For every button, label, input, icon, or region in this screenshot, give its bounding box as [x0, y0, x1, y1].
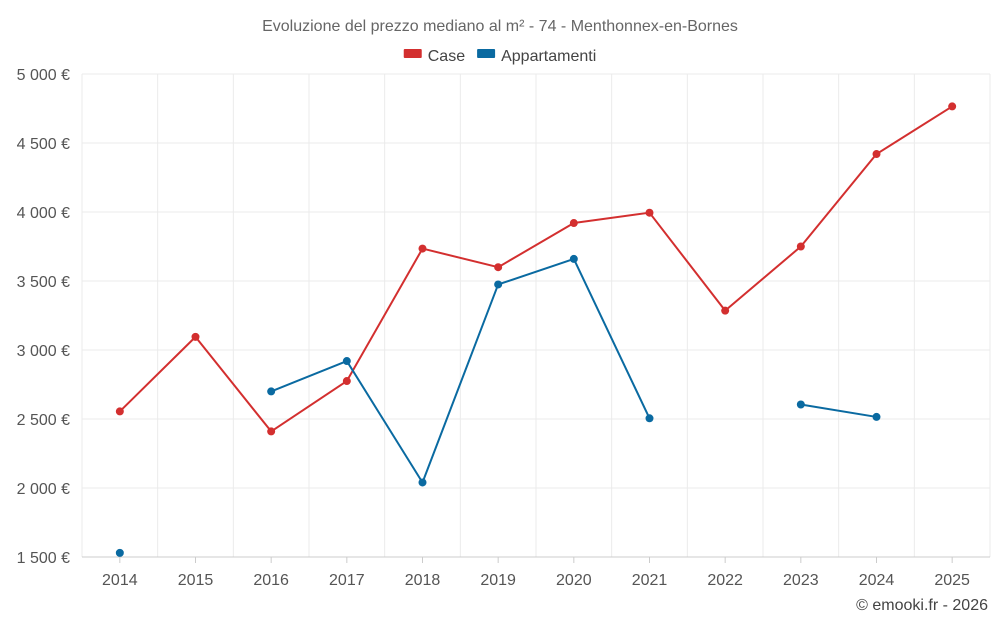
series-appartamenti	[115, 254, 881, 557]
data-point[interactable]	[115, 548, 124, 557]
data-point[interactable]	[569, 254, 578, 263]
legend[interactable]: Case Appartamenti	[403, 48, 597, 65]
y-tick-label: 1 500 €	[17, 550, 70, 567]
x-tick-label: 2023	[783, 572, 819, 589]
data-point[interactable]	[418, 244, 427, 253]
x-tick-label: 2016	[253, 572, 289, 589]
data-point[interactable]	[645, 414, 654, 423]
series-layer	[115, 102, 957, 557]
x-tick-label: 2025	[934, 572, 970, 589]
data-point[interactable]	[342, 377, 351, 386]
data-point[interactable]	[645, 208, 654, 217]
x-tick-label: 2015	[178, 572, 214, 589]
chart-title: Evoluzione del prezzo mediano al m² - 74…	[262, 18, 738, 35]
legend-label: Appartamenti	[501, 48, 596, 65]
y-tick-label: 3 500 €	[17, 274, 70, 291]
legend-item-appartamenti[interactable]: Appartamenti	[477, 48, 596, 65]
data-point[interactable]	[948, 102, 957, 111]
x-tick-label: 2019	[480, 572, 516, 589]
data-point[interactable]	[342, 357, 351, 366]
y-tick-label: 4 000 €	[17, 205, 70, 222]
legend-item-case[interactable]: Case	[403, 48, 465, 65]
y-tick-label: 2 000 €	[17, 481, 70, 498]
data-point[interactable]	[267, 427, 276, 436]
data-point[interactable]	[872, 150, 881, 159]
data-point[interactable]	[267, 387, 276, 396]
legend-swatch	[477, 49, 496, 58]
data-point[interactable]	[418, 478, 427, 487]
legend-swatch	[403, 49, 422, 58]
x-tick-label: 2014	[102, 572, 138, 589]
y-tick-label: 2 500 €	[17, 412, 70, 429]
x-tick-label: 2020	[556, 572, 592, 589]
legend-label: Case	[428, 48, 465, 65]
series-line	[270, 257, 651, 484]
data-point[interactable]	[872, 412, 881, 421]
data-point[interactable]	[494, 280, 503, 289]
x-tick-label: 2024	[859, 572, 895, 589]
data-point[interactable]	[115, 407, 124, 416]
y-tick-label: 4 500 €	[17, 136, 70, 153]
x-tick-label: 2017	[329, 572, 365, 589]
data-point[interactable]	[721, 306, 730, 315]
data-point[interactable]	[796, 400, 805, 409]
data-point[interactable]	[796, 242, 805, 251]
series-line	[800, 403, 877, 418]
y-axis: 1 500 € 2 000 € 2 500 € 3 000 € 3 500 € 4 000…	[17, 67, 70, 567]
grid	[81, 73, 991, 558]
data-point[interactable]	[569, 219, 578, 228]
series-case	[115, 102, 957, 436]
x-tick-label: 2018	[405, 572, 441, 589]
x-tick-label: 2022	[707, 572, 743, 589]
series-line	[119, 105, 953, 433]
x-tick-label: 2021	[632, 572, 668, 589]
data-point[interactable]	[494, 263, 503, 272]
y-tick-label: 5 000 €	[17, 67, 70, 84]
credit-text: © emooki.fr - 2026	[856, 597, 988, 614]
x-axis: 2014 2015 2016 2017 2018 2019 2020 2021 2022 2023…	[82, 556, 990, 589]
y-tick-label: 3 000 €	[17, 343, 70, 360]
data-point[interactable]	[191, 332, 200, 341]
